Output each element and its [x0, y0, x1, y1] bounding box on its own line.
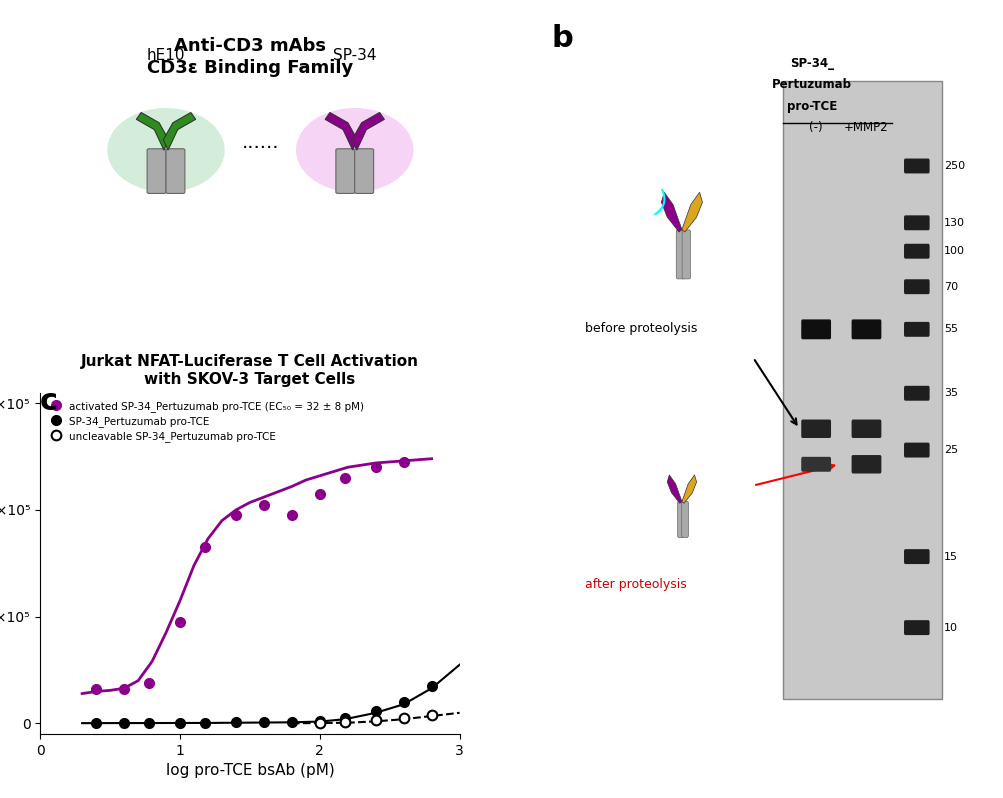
FancyBboxPatch shape	[903, 243, 929, 259]
Legend: activated SP-34_Pertuzumab pro-TCE (EC₅₀ = 32 ± 8 pM), SP-34_Pertuzumab pro-TCE,: activated SP-34_Pertuzumab pro-TCE (EC₅₀…	[45, 397, 367, 445]
SP-34_Pertuzumab pro-TCE	[230, 717, 242, 727]
activated SP-34_Pertuzumab pro-TCE (EC₅₀ = 32 ± 8 pM)	[143, 678, 155, 688]
Text: SP-34_: SP-34_	[789, 57, 833, 70]
uncleavable SP-34_Pertuzumab pro-TCE	[314, 718, 326, 728]
uncleavable SP-34_Pertuzumab pro-TCE	[339, 717, 351, 727]
activated SP-34_Pertuzumab pro-TCE (EC₅₀ = 32 ± 8 pM)	[199, 543, 211, 552]
FancyBboxPatch shape	[676, 230, 684, 279]
FancyBboxPatch shape	[165, 148, 185, 193]
SP-34_Pertuzumab pro-TCE	[174, 718, 186, 728]
Line: activated SP-34_Pertuzumab pro-TCE (EC₅₀ = 32 ± 8 pM): activated SP-34_Pertuzumab pro-TCE (EC₅₀…	[91, 457, 408, 694]
Text: +MMP2: +MMP2	[844, 121, 888, 134]
FancyBboxPatch shape	[851, 455, 881, 473]
SP-34_Pertuzumab pro-TCE	[314, 717, 326, 726]
FancyBboxPatch shape	[903, 215, 929, 231]
Text: 100: 100	[943, 247, 964, 256]
FancyBboxPatch shape	[677, 501, 683, 537]
SP-34_Pertuzumab pro-TCE	[397, 697, 409, 707]
activated SP-34_Pertuzumab pro-TCE (EC₅₀ = 32 ± 8 pM)	[397, 457, 409, 467]
FancyBboxPatch shape	[800, 420, 830, 438]
Line: SP-34_Pertuzumab pro-TCE: SP-34_Pertuzumab pro-TCE	[91, 681, 436, 728]
Polygon shape	[681, 475, 696, 504]
FancyBboxPatch shape	[903, 159, 929, 173]
SP-34_Pertuzumab pro-TCE	[90, 718, 102, 728]
activated SP-34_Pertuzumab pro-TCE (EC₅₀ = 32 ± 8 pM)	[369, 463, 381, 472]
Text: 250: 250	[943, 161, 964, 171]
activated SP-34_Pertuzumab pro-TCE (EC₅₀ = 32 ± 8 pM)	[118, 685, 130, 694]
FancyBboxPatch shape	[903, 385, 929, 401]
Text: SP-34: SP-34	[333, 49, 376, 63]
Text: 55: 55	[943, 324, 957, 334]
uncleavable SP-34_Pertuzumab pro-TCE	[369, 716, 381, 725]
activated SP-34_Pertuzumab pro-TCE (EC₅₀ = 32 ± 8 pM)	[90, 685, 102, 694]
SP-34_Pertuzumab pro-TCE	[339, 713, 351, 723]
Text: 130: 130	[943, 218, 964, 227]
Polygon shape	[681, 192, 702, 232]
SP-34_Pertuzumab pro-TCE	[199, 718, 211, 728]
FancyBboxPatch shape	[800, 319, 830, 339]
FancyBboxPatch shape	[681, 501, 688, 537]
Polygon shape	[661, 192, 681, 232]
Polygon shape	[163, 113, 196, 150]
FancyBboxPatch shape	[800, 456, 830, 472]
Text: 10: 10	[943, 622, 957, 633]
FancyBboxPatch shape	[903, 279, 929, 294]
SP-34_Pertuzumab pro-TCE	[118, 718, 130, 728]
Text: ......: ......	[242, 132, 279, 152]
SP-34_Pertuzumab pro-TCE	[286, 717, 298, 727]
SP-34_Pertuzumab pro-TCE	[258, 717, 270, 727]
SP-34_Pertuzumab pro-TCE	[143, 718, 155, 728]
Text: 25: 25	[943, 445, 957, 455]
SP-34_Pertuzumab pro-TCE	[369, 706, 381, 716]
uncleavable SP-34_Pertuzumab pro-TCE	[397, 713, 409, 723]
FancyBboxPatch shape	[781, 81, 941, 699]
Polygon shape	[352, 113, 384, 150]
Text: b: b	[552, 24, 573, 53]
SP-34_Pertuzumab pro-TCE	[425, 681, 437, 691]
FancyBboxPatch shape	[903, 549, 929, 564]
Text: (-): (-)	[808, 121, 822, 134]
X-axis label: log pro-TCE bsAb (pM): log pro-TCE bsAb (pM)	[165, 764, 334, 778]
Text: Pertuzumab: Pertuzumab	[771, 78, 852, 92]
FancyBboxPatch shape	[354, 148, 373, 193]
FancyBboxPatch shape	[147, 148, 165, 193]
FancyBboxPatch shape	[851, 420, 881, 438]
Title: Jurkat NFAT-Luciferase T Cell Activation
with SKOV-3 Target Cells: Jurkat NFAT-Luciferase T Cell Activation…	[81, 354, 418, 387]
Line: uncleavable SP-34_Pertuzumab pro-TCE: uncleavable SP-34_Pertuzumab pro-TCE	[315, 710, 436, 728]
FancyBboxPatch shape	[903, 620, 929, 635]
activated SP-34_Pertuzumab pro-TCE (EC₅₀ = 32 ± 8 pM)	[174, 618, 186, 627]
Polygon shape	[667, 475, 681, 504]
Text: 70: 70	[943, 282, 957, 292]
Text: before proteolysis: before proteolysis	[585, 322, 697, 335]
Ellipse shape	[296, 108, 413, 192]
Text: 35: 35	[943, 389, 957, 398]
Text: hE10: hE10	[146, 49, 186, 63]
Polygon shape	[136, 113, 169, 150]
Text: c: c	[40, 387, 58, 416]
Ellipse shape	[107, 108, 225, 192]
activated SP-34_Pertuzumab pro-TCE (EC₅₀ = 32 ± 8 pM)	[286, 511, 298, 520]
FancyBboxPatch shape	[851, 319, 881, 339]
Text: pro-TCE: pro-TCE	[786, 100, 837, 113]
activated SP-34_Pertuzumab pro-TCE (EC₅₀ = 32 ± 8 pM)	[230, 511, 242, 520]
Text: after proteolysis: after proteolysis	[585, 578, 686, 591]
Text: Anti-CD3 mAbs
CD3ε Binding Family: Anti-CD3 mAbs CD3ε Binding Family	[146, 37, 353, 77]
activated SP-34_Pertuzumab pro-TCE (EC₅₀ = 32 ± 8 pM)	[339, 473, 351, 483]
activated SP-34_Pertuzumab pro-TCE (EC₅₀ = 32 ± 8 pM)	[258, 500, 270, 509]
FancyBboxPatch shape	[903, 443, 929, 457]
FancyBboxPatch shape	[903, 322, 929, 337]
FancyBboxPatch shape	[681, 230, 690, 279]
Text: 15: 15	[943, 551, 957, 562]
Polygon shape	[325, 113, 357, 150]
FancyBboxPatch shape	[336, 148, 354, 193]
activated SP-34_Pertuzumab pro-TCE (EC₅₀ = 32 ± 8 pM)	[314, 489, 326, 499]
uncleavable SP-34_Pertuzumab pro-TCE	[425, 710, 437, 720]
